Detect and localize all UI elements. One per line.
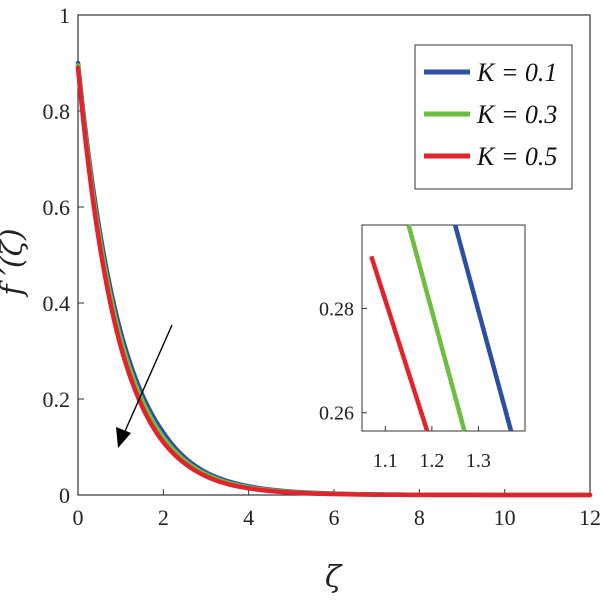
legend-label-2: K = 0.3 — [476, 100, 557, 129]
inset-y-tick-label: 0.26 — [319, 403, 354, 425]
y-tick-label: 0.6 — [43, 195, 71, 220]
legend-label-1: K = 0.1 — [476, 58, 557, 87]
y-axis-label: f ′(ζ) — [0, 228, 30, 297]
y-tick-label: 0 — [59, 483, 70, 508]
legend: K = 0.1 K = 0.3 K = 0.5 — [414, 44, 573, 190]
inset-x-tick-label: 1.2 — [419, 450, 444, 472]
inset-x-tick-label: 1.1 — [373, 450, 398, 472]
inset-x-tick-label: 1.3 — [466, 450, 491, 472]
inset-series-line-3 — [369, 255, 430, 432]
inset-series-lines — [369, 224, 514, 432]
inset-y-tick-label: 0.28 — [319, 298, 354, 320]
x-tick-label: 2 — [158, 505, 169, 530]
inset-ticks: 1.1 1.2 1.3 0.26 0.28 — [319, 298, 491, 472]
y-tick-label: 1 — [59, 3, 70, 28]
main-series-lines — [75, 60, 593, 498]
x-tick-label: 6 — [329, 505, 340, 530]
inset-axes-frame — [361, 224, 526, 432]
x-tick-label: 8 — [414, 505, 425, 530]
legend-box — [414, 44, 573, 190]
legend-label-3: K = 0.5 — [476, 142, 557, 171]
x-tick-label: 4 — [243, 505, 254, 530]
series-line-3 — [75, 65, 593, 498]
trend-arrow — [116, 324, 173, 448]
y-tick-label: 0.8 — [43, 99, 71, 124]
x-tick-label: 12 — [579, 505, 601, 530]
main-ticks: 0 2 4 6 8 10 12 0 0.2 0.4 0.6 0.8 1 — [43, 3, 602, 530]
y-tick-label: 0.4 — [43, 291, 71, 316]
inset-series-line-2 — [406, 224, 467, 432]
inset-series-line-1 — [452, 224, 514, 432]
inset-chart: 1.1 1.2 1.3 0.26 0.28 — [319, 224, 526, 472]
x-axis-label: ζ — [325, 560, 343, 595]
y-tick-label: 0.2 — [43, 387, 71, 412]
x-tick-label: 10 — [494, 505, 516, 530]
x-tick-label: 0 — [73, 505, 84, 530]
